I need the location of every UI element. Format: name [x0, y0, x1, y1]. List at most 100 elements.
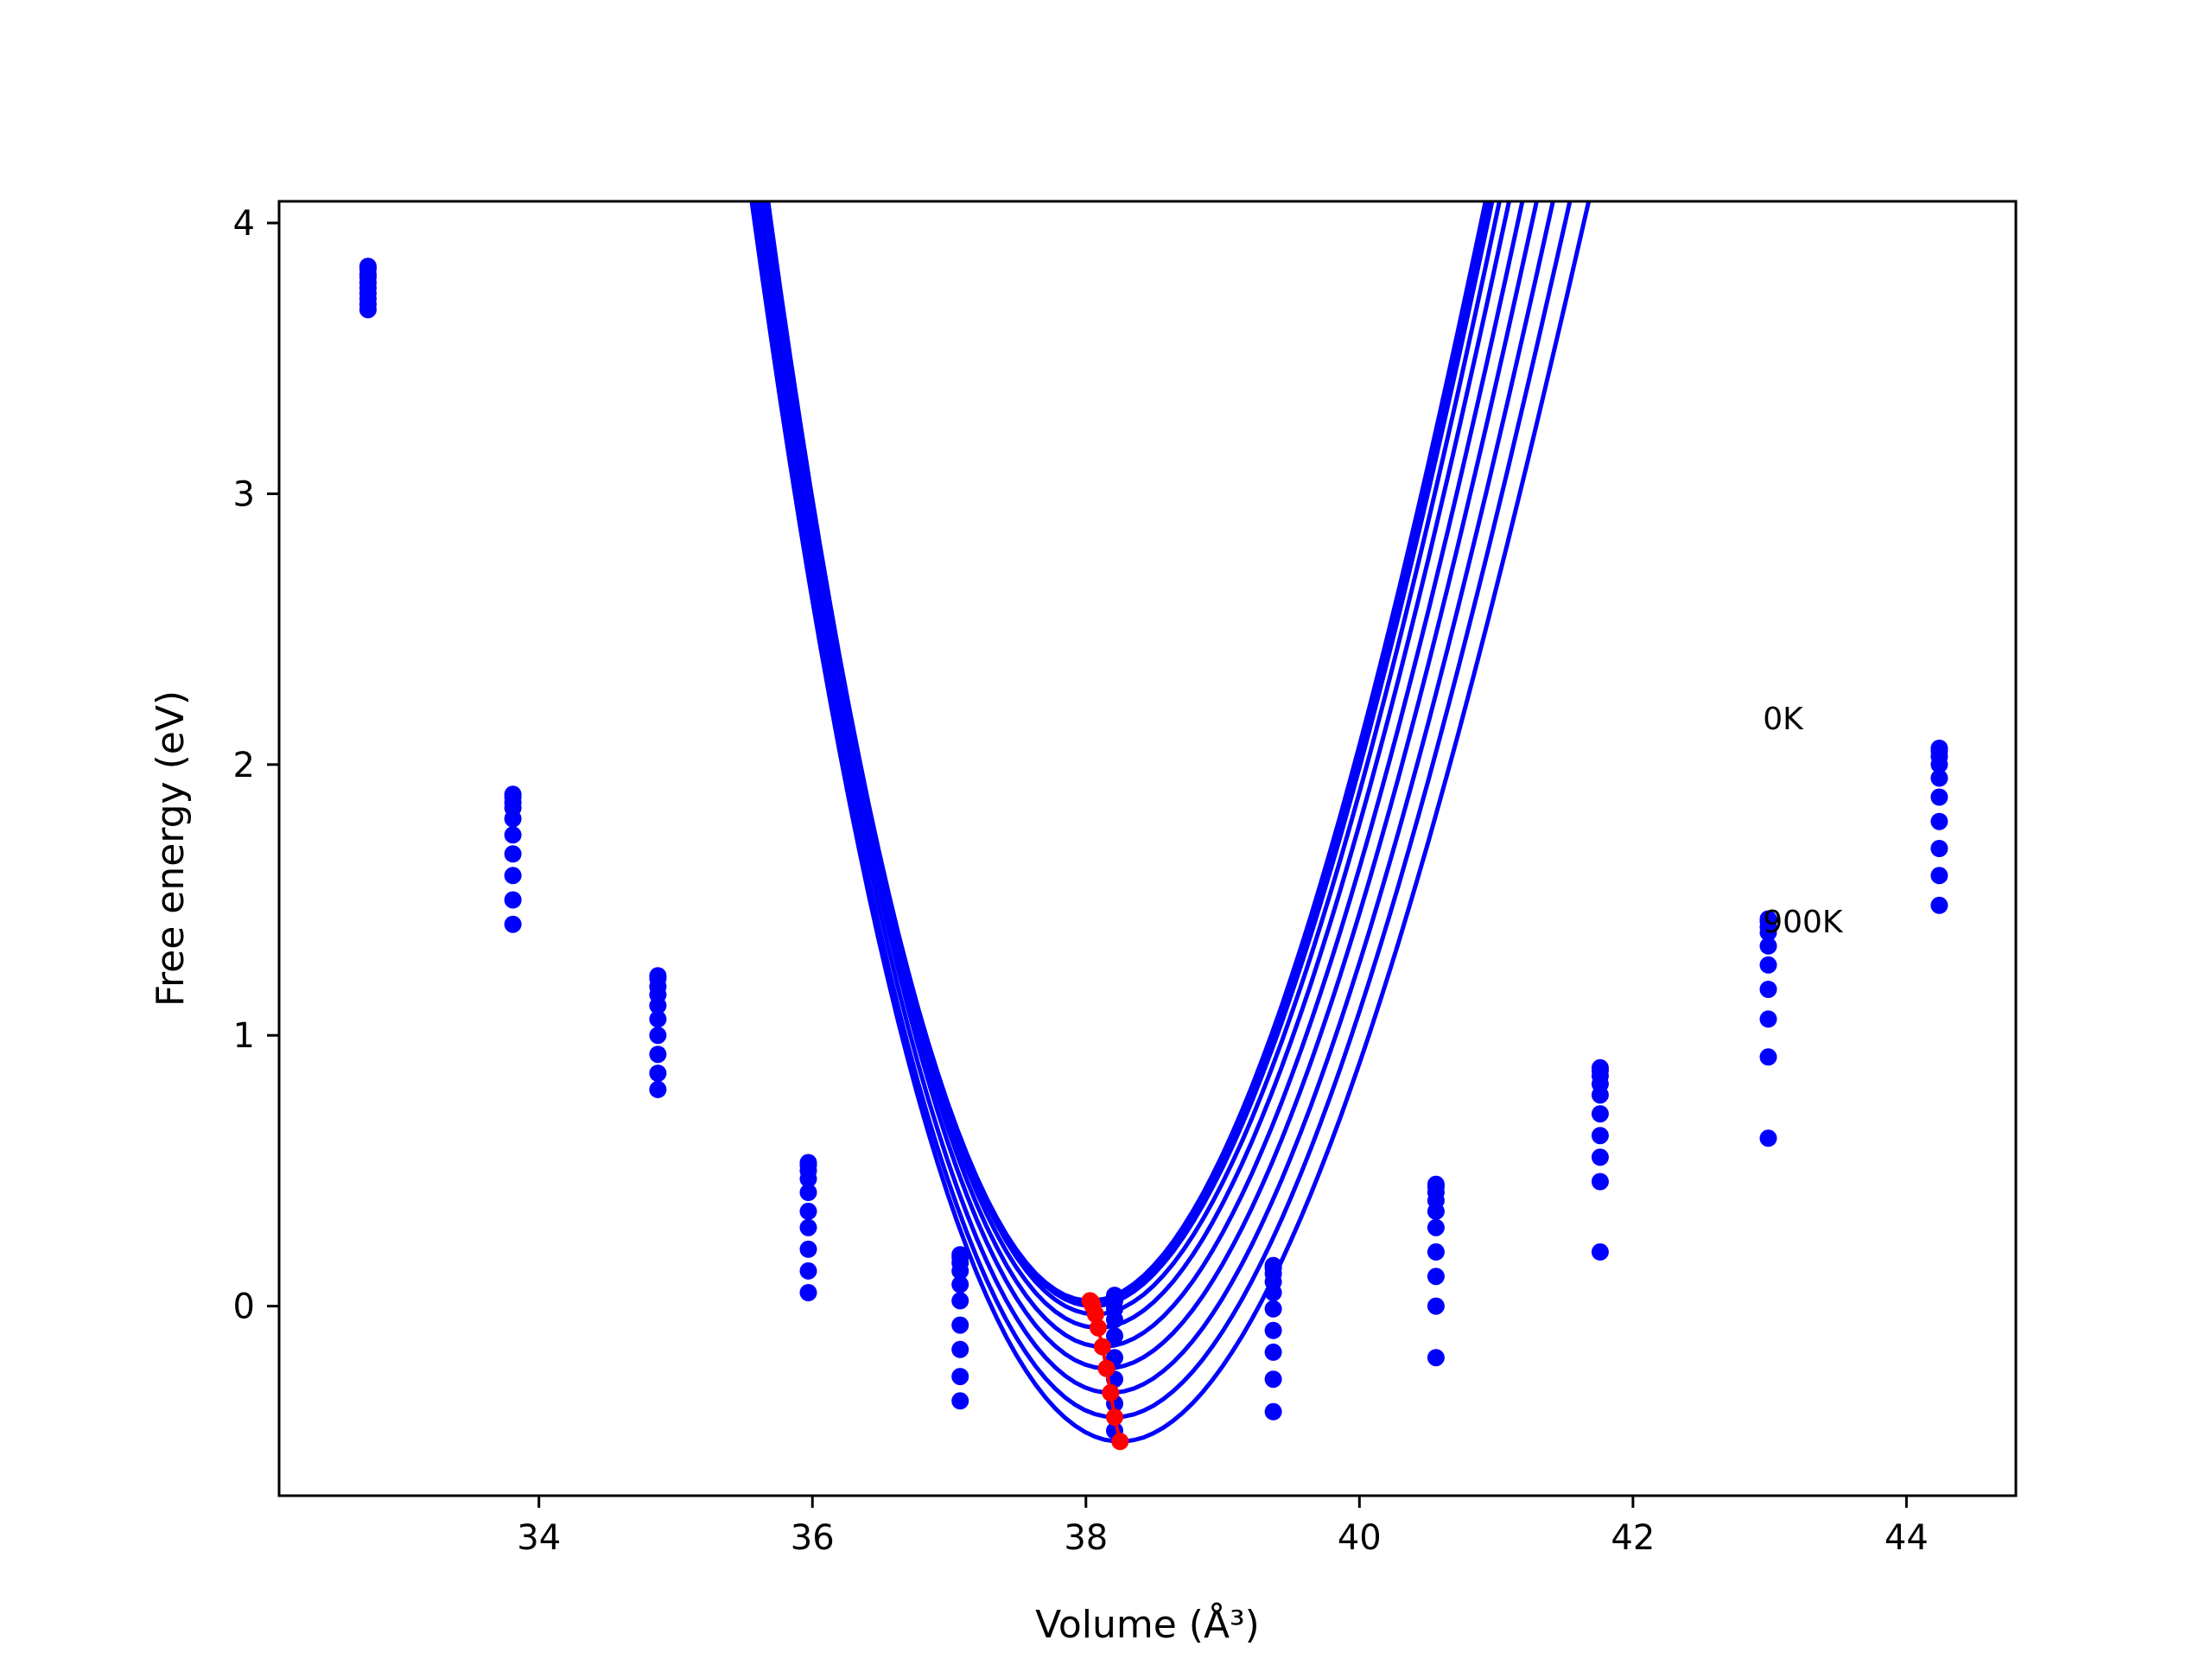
minimum-point — [1097, 1359, 1116, 1377]
y-tick-label: 1 — [233, 1016, 255, 1056]
data-point — [1930, 788, 1948, 806]
data-point — [951, 1262, 969, 1280]
x-tick-label: 42 — [1611, 1518, 1655, 1558]
y-tick-label: 2 — [233, 746, 255, 785]
data-point — [504, 845, 522, 863]
data-point — [951, 1368, 969, 1386]
y-tick-label: 3 — [233, 474, 255, 514]
data-point — [504, 826, 522, 844]
data-point — [1591, 1086, 1609, 1104]
data-point — [1930, 755, 1948, 773]
minimum-point — [1102, 1383, 1120, 1402]
x-tick-label: 34 — [517, 1518, 561, 1558]
data-point — [1427, 1202, 1445, 1220]
data-point — [649, 1027, 667, 1045]
data-point — [1427, 1243, 1445, 1261]
data-point — [799, 1170, 817, 1188]
data-point — [1264, 1343, 1282, 1361]
fit-curve-3 — [765, 201, 1502, 1317]
data-point — [359, 301, 377, 319]
minimum-point — [1086, 1306, 1104, 1323]
data-point — [1427, 1218, 1445, 1236]
data-point — [1759, 1010, 1777, 1028]
fit-curve-2 — [765, 201, 1495, 1309]
data-point — [799, 1202, 817, 1220]
data-point — [1930, 769, 1948, 787]
data-point — [1106, 1327, 1123, 1345]
data-point — [649, 996, 667, 1014]
data-point — [649, 1046, 667, 1064]
fit-curve-1 — [766, 201, 1491, 1305]
data-point — [1264, 1402, 1282, 1421]
fit-curve-7 — [755, 201, 1555, 1395]
data-point — [951, 1275, 969, 1294]
data-point — [951, 1340, 969, 1358]
fit-curve-9 — [749, 201, 1592, 1444]
data-point — [1591, 1173, 1609, 1191]
y-tick-label: 4 — [233, 204, 255, 244]
annotation-1: 900K — [1763, 905, 1844, 940]
data-point — [1427, 1349, 1445, 1367]
data-point — [649, 1080, 667, 1098]
minimum-point — [1106, 1408, 1123, 1427]
data-point — [1930, 896, 1948, 914]
annotations: 0K 900K — [1763, 702, 1844, 940]
data-point — [1264, 1300, 1282, 1318]
x-axis-ticks: 34 36 38 40 42 44 — [517, 1496, 1929, 1558]
annotation-0: 0K — [1763, 702, 1804, 737]
y-axis-ticks: 0 1 2 3 4 — [233, 204, 279, 1327]
data-point — [799, 1284, 817, 1301]
fit-curve-6 — [759, 201, 1539, 1371]
data-point — [1591, 1105, 1609, 1123]
fit-curve-4 — [763, 201, 1512, 1331]
minimum-point — [1111, 1433, 1129, 1451]
fit-curves — [749, 201, 1592, 1444]
data-point — [1264, 1284, 1282, 1301]
data-point — [1427, 1268, 1445, 1286]
data-point — [504, 915, 522, 933]
y-axis-label: Free energy (eV) — [149, 690, 193, 1007]
data-point — [1264, 1321, 1282, 1339]
data-point — [951, 1316, 969, 1334]
fit-curve-5 — [761, 201, 1525, 1350]
minimum-point — [1090, 1319, 1107, 1337]
data-point — [1264, 1370, 1282, 1389]
data-point — [504, 810, 522, 828]
data-point — [1759, 937, 1777, 955]
x-tick-label: 40 — [1338, 1518, 1382, 1558]
data-point — [799, 1184, 817, 1201]
x-tick-label: 36 — [791, 1518, 835, 1558]
data-point — [1591, 1148, 1609, 1166]
x-tick-label: 38 — [1064, 1518, 1108, 1558]
data-point — [649, 1010, 667, 1028]
data-point — [1759, 1129, 1777, 1147]
data-point — [504, 891, 522, 909]
data-point — [1930, 812, 1948, 830]
fit-curve-8 — [752, 201, 1573, 1420]
data-point — [1930, 867, 1948, 885]
minimum-points — [1081, 1292, 1129, 1451]
x-axis-label: Volume (Å³) — [1035, 1601, 1260, 1647]
data-point — [1591, 1127, 1609, 1145]
y-tick-label: 0 — [233, 1287, 255, 1327]
data-point — [1759, 1048, 1777, 1066]
data-point — [1427, 1297, 1445, 1315]
data-point — [799, 1218, 817, 1236]
minimum-point — [1093, 1338, 1111, 1356]
data-point — [1759, 956, 1777, 974]
data-point — [951, 1292, 969, 1310]
data-point — [649, 1065, 667, 1083]
data-point — [504, 867, 522, 885]
data-point — [1106, 1311, 1123, 1329]
data-point — [799, 1240, 817, 1258]
data-points — [359, 257, 1948, 1440]
data-point — [1759, 981, 1777, 998]
data-point — [1591, 1243, 1609, 1261]
data-point — [951, 1392, 969, 1410]
data-point — [1930, 840, 1948, 857]
data-point — [1759, 924, 1777, 942]
plot-frame — [277, 200, 2018, 1497]
data-point — [799, 1262, 817, 1280]
x-tick-label: 44 — [1885, 1518, 1929, 1558]
